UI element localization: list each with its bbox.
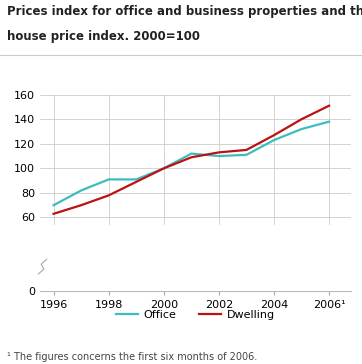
Office <box>51 203 56 207</box>
Dwelling <box>327 103 331 108</box>
Dwelling <box>51 211 56 216</box>
Office <box>244 153 249 157</box>
Text: Prices index for office and business properties and the: Prices index for office and business pro… <box>7 5 362 19</box>
Dwelling <box>217 150 221 155</box>
Dwelling <box>161 166 166 170</box>
Office <box>161 166 166 170</box>
Office <box>327 119 331 124</box>
Dwelling <box>79 203 83 207</box>
Dwelling <box>272 133 276 137</box>
Dwelling <box>244 148 249 152</box>
Office <box>106 177 111 182</box>
Legend: Office, Dwelling: Office, Dwelling <box>111 305 279 324</box>
Text: ¹ The figures concerns the first six months of 2006.: ¹ The figures concerns the first six mon… <box>7 352 257 362</box>
Line: Dwelling: Dwelling <box>54 106 329 214</box>
Dwelling <box>106 193 111 198</box>
Dwelling <box>299 117 304 121</box>
Office <box>272 138 276 142</box>
Office <box>134 177 138 182</box>
Dwelling <box>134 180 138 184</box>
Line: Office: Office <box>54 122 329 205</box>
Text: house price index. 2000=100: house price index. 2000=100 <box>7 30 200 43</box>
Office <box>299 127 304 131</box>
Office <box>189 151 194 156</box>
Dwelling <box>189 155 194 159</box>
Office <box>79 188 83 193</box>
Office <box>217 154 221 158</box>
